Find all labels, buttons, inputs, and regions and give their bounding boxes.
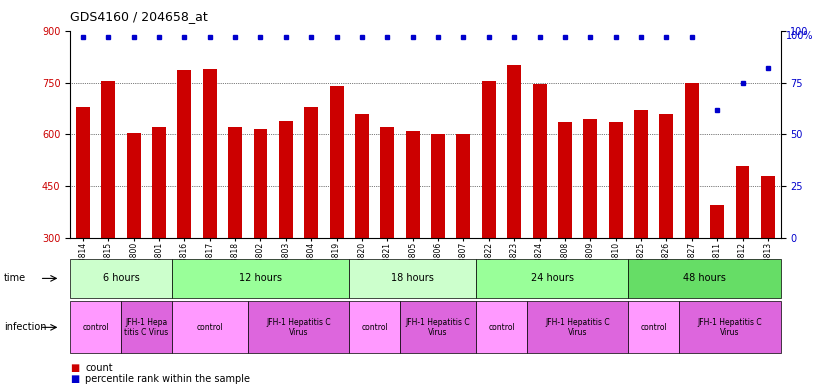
Text: time: time [4, 273, 26, 283]
Bar [228, 127, 242, 238]
Bar [102, 81, 116, 238]
Text: 48 hours: 48 hours [683, 273, 726, 283]
Bar [457, 134, 471, 238]
Bar [685, 83, 699, 238]
Text: GDS4160 / 204658_at: GDS4160 / 204658_at [70, 10, 208, 23]
Bar [304, 107, 318, 238]
Bar [152, 127, 166, 238]
Text: ■: ■ [70, 363, 79, 373]
Bar [330, 86, 344, 238]
Text: control: control [83, 323, 109, 332]
Bar [202, 69, 216, 238]
Bar [482, 81, 496, 238]
Bar [355, 114, 369, 238]
Bar [254, 129, 268, 238]
Text: 24 hours: 24 hours [531, 273, 574, 283]
Text: control: control [640, 323, 667, 332]
Text: JFH-1 Hepatitis C
Virus: JFH-1 Hepatitis C Virus [406, 318, 470, 337]
Text: count: count [85, 363, 112, 373]
Text: 12 hours: 12 hours [239, 273, 282, 283]
Bar [558, 122, 572, 238]
Text: control: control [197, 323, 223, 332]
Bar [533, 84, 547, 238]
Bar [380, 127, 394, 238]
Bar [126, 132, 140, 238]
Bar [431, 134, 445, 238]
Bar [710, 205, 724, 238]
Text: infection: infection [4, 322, 46, 333]
Text: JFH-1 Hepatitis C
Virus: JFH-1 Hepatitis C Virus [697, 318, 762, 337]
Bar [178, 70, 192, 238]
Bar [634, 110, 648, 238]
Bar [507, 65, 521, 238]
Text: percentile rank within the sample: percentile rank within the sample [85, 374, 250, 384]
Bar [761, 176, 775, 238]
Bar [279, 121, 293, 238]
Bar [583, 119, 597, 238]
Bar [406, 131, 420, 238]
Text: ■: ■ [70, 374, 79, 384]
Text: control: control [488, 323, 515, 332]
Text: 6 hours: 6 hours [102, 273, 140, 283]
Bar [76, 107, 90, 238]
Text: JFH-1 Hepa
titis C Virus: JFH-1 Hepa titis C Virus [124, 318, 169, 337]
Text: control: control [361, 323, 388, 332]
Text: JFH-1 Hepatitis C
Virus: JFH-1 Hepatitis C Virus [266, 318, 331, 337]
Bar [659, 114, 673, 238]
Text: 18 hours: 18 hours [392, 273, 434, 283]
Bar [609, 122, 623, 238]
Text: 100%: 100% [786, 31, 814, 41]
Bar [735, 166, 749, 238]
Text: JFH-1 Hepatitis C
Virus: JFH-1 Hepatitis C Virus [545, 318, 610, 337]
